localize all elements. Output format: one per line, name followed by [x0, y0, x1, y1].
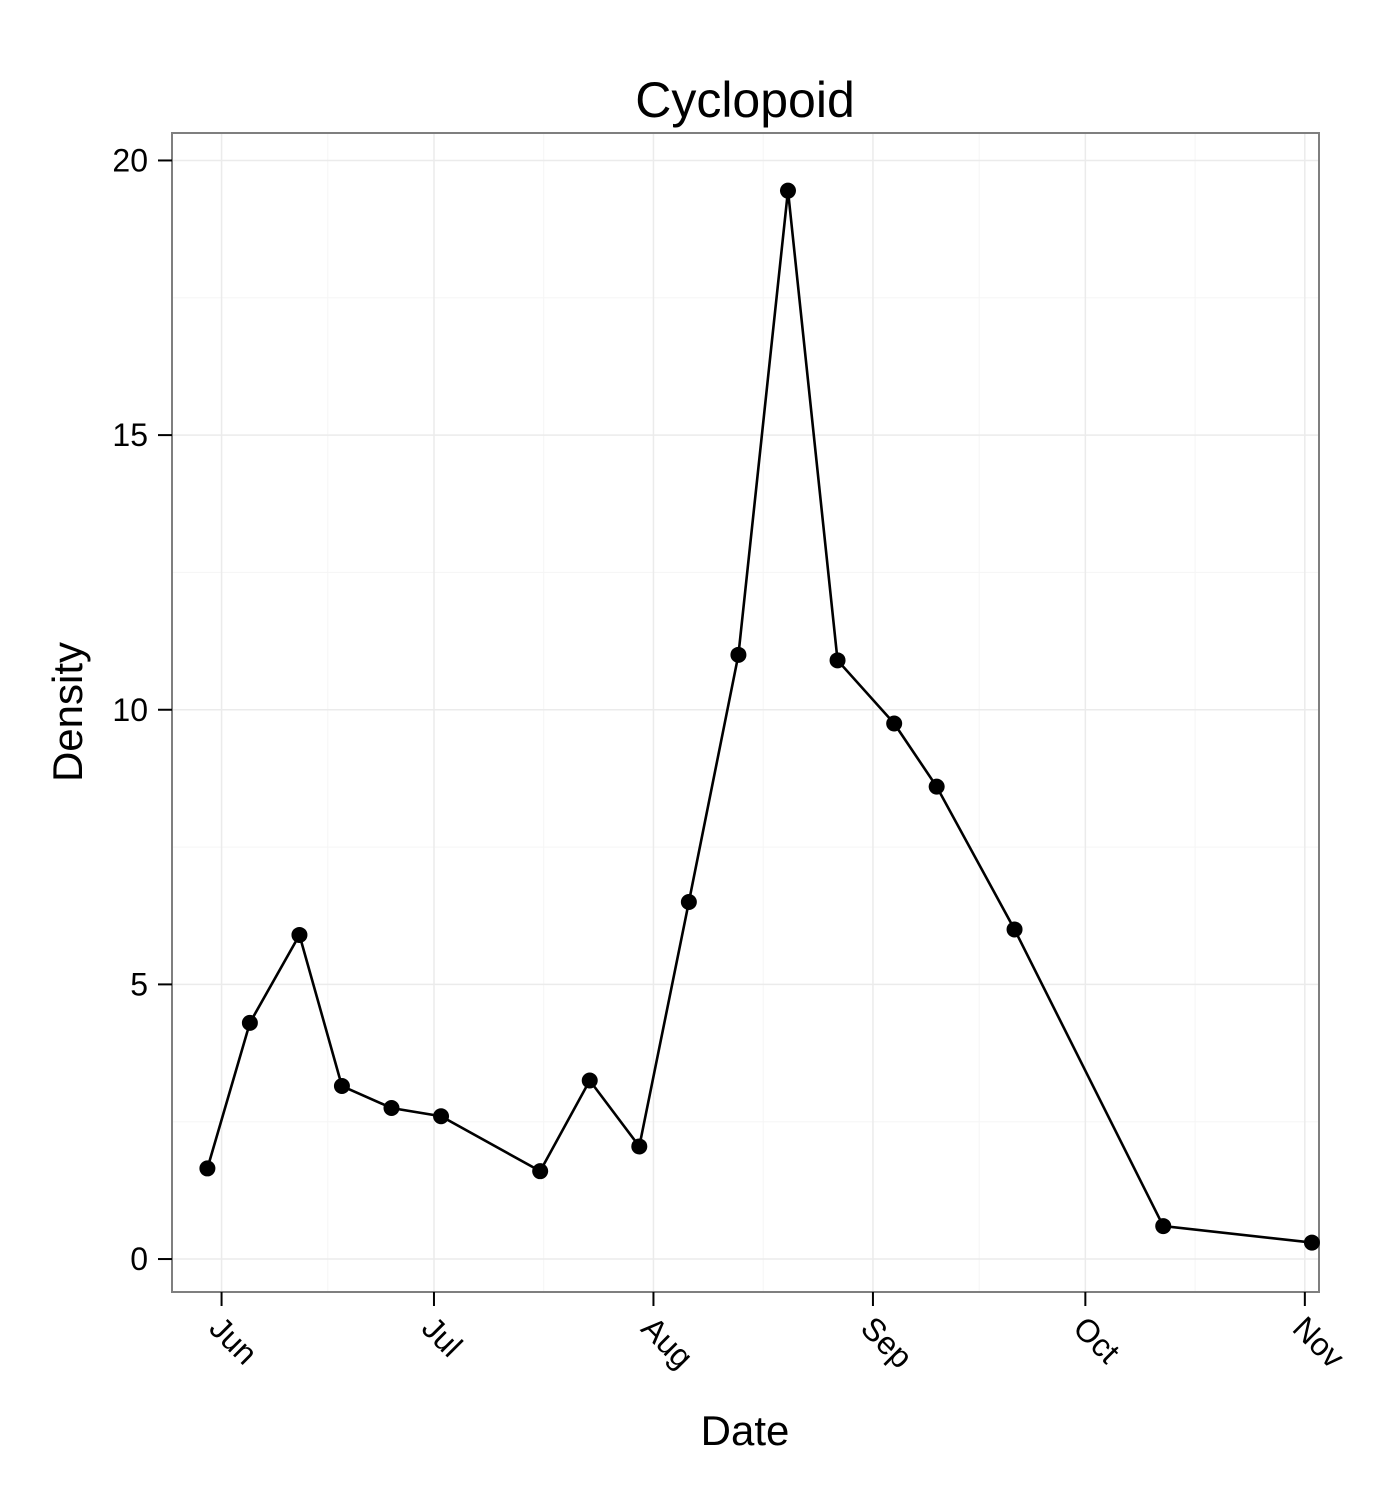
data-point — [1155, 1218, 1172, 1235]
data-point — [928, 778, 945, 795]
data-point — [199, 1160, 216, 1177]
data-point — [730, 646, 747, 663]
series-line — [206, 190, 1313, 1244]
data-point — [829, 652, 846, 669]
y-axis-title: Density — [44, 642, 91, 782]
data-point — [631, 1138, 648, 1155]
data-point — [1006, 921, 1023, 938]
data-point — [680, 894, 697, 911]
data-point — [779, 182, 796, 199]
y-tick-label: 15 — [112, 417, 148, 453]
y-tick-label: 20 — [112, 142, 148, 178]
x-tick-label: Nov — [1286, 1309, 1352, 1375]
data-point — [383, 1099, 400, 1116]
x-tick-label: Oct — [1066, 1309, 1127, 1370]
x-tick-label: Jun — [203, 1309, 265, 1371]
data-point — [241, 1014, 258, 1031]
grid — [172, 133, 1319, 1292]
data-point — [433, 1108, 450, 1125]
data-point — [532, 1163, 549, 1180]
plot-frame — [171, 132, 1320, 1293]
x-tick-label: Sep — [854, 1309, 920, 1375]
data-point — [333, 1078, 350, 1095]
data-point — [886, 715, 903, 732]
x-tick-label: Jul — [415, 1309, 469, 1363]
y-tick-label: 5 — [130, 966, 148, 1002]
x-tick-label: Aug — [635, 1309, 701, 1375]
series — [199, 182, 1320, 1251]
data-point — [581, 1072, 598, 1089]
data-point — [291, 926, 308, 943]
axis-ticks: 0 5 10 15 20 Jun Jul Aug Sep Oct Nov — [112, 142, 1351, 1375]
y-tick-label: 0 — [130, 1241, 148, 1277]
chart-title: Cyclopoid — [635, 72, 855, 128]
x-axis-title: Date — [701, 1407, 790, 1454]
y-tick-label: 10 — [112, 692, 148, 728]
data-point — [1303, 1234, 1320, 1251]
